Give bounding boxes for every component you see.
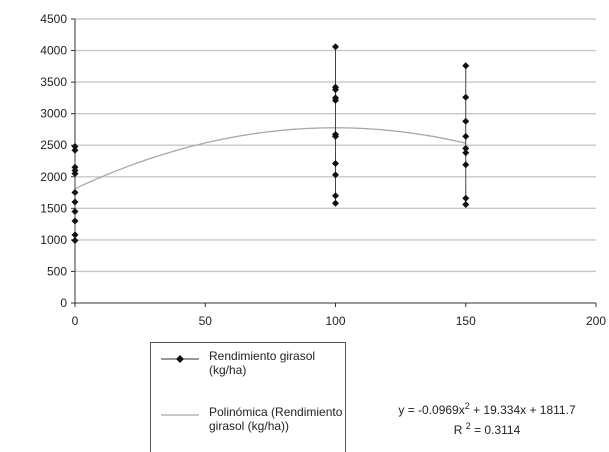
y-tick-label: 3500 <box>40 75 67 89</box>
data-point <box>462 117 470 125</box>
trendline <box>74 127 466 190</box>
data-point <box>332 199 339 207</box>
x-tick-labels: 0 50 100 150 200 <box>72 314 607 328</box>
legend-entry-data: Rendimiento girasol (kg/ha) <box>151 343 347 393</box>
y-tick-label: 3000 <box>40 107 67 121</box>
data-point <box>462 93 470 101</box>
data-point <box>332 96 339 104</box>
data-point <box>71 217 79 225</box>
data-points <box>71 43 470 245</box>
r-squared-line: R 2 = 0.3114 <box>453 421 521 437</box>
data-point <box>332 43 339 51</box>
trendline-equation: y = -0.0969x2 + 19.334x + 1811.7 R 2 = 0… <box>372 398 602 438</box>
legend-line-icon <box>161 414 199 416</box>
x-tick-label: 100 <box>325 314 345 328</box>
y-tick-label: 500 <box>47 264 67 278</box>
data-point <box>462 161 470 169</box>
data-point <box>332 171 339 179</box>
legend-label-trendline: Polinómica (Rendimiento girasol (kg/ha)) <box>209 405 343 433</box>
y-tick-label: 0 <box>60 296 67 310</box>
y-tick-labels: 0 500 1000 1500 2000 2500 3000 3500 4000 4500 <box>40 12 67 310</box>
equation-line: y = -0.0969x2 + 19.334x + 1811.7 <box>398 401 576 417</box>
x-tick-label: 0 <box>72 314 79 328</box>
data-point <box>332 132 339 140</box>
x-tick-label: 150 <box>456 314 476 328</box>
data-point <box>462 144 470 152</box>
y-tick-label: 2500 <box>40 138 67 152</box>
data-point <box>332 160 339 168</box>
legend-label-data: Rendimiento girasol (kg/ha) <box>209 349 316 377</box>
trendline-layer <box>74 127 466 190</box>
data-point <box>71 237 79 245</box>
data-point <box>71 142 79 150</box>
data-point <box>71 189 79 197</box>
x-tick-label: 200 <box>586 314 606 328</box>
data-point <box>462 149 470 157</box>
data-point <box>71 207 79 215</box>
legend-marker-icon <box>161 355 199 363</box>
data-point <box>462 201 470 209</box>
legend-entry-trendline: Polinómica (Rendimiento girasol (kg/ha)) <box>151 399 347 449</box>
y-tick-label: 1500 <box>40 201 67 215</box>
data-point <box>71 198 79 206</box>
data-point <box>462 194 470 202</box>
data-point <box>71 146 79 154</box>
legend: Rendimiento girasol (kg/ha) Polinómica (… <box>150 342 346 452</box>
data-point <box>71 231 79 239</box>
data-point <box>462 132 470 140</box>
y-tick-label: 1000 <box>40 233 67 247</box>
y-tick-label: 4000 <box>40 44 67 58</box>
data-point <box>462 62 470 70</box>
data-point <box>332 192 339 200</box>
x-tick-label: 50 <box>199 314 213 328</box>
data-point <box>332 86 339 94</box>
y-tick-label: 4500 <box>40 12 67 26</box>
y-tick-label: 2000 <box>40 170 67 184</box>
data-point <box>71 170 79 178</box>
